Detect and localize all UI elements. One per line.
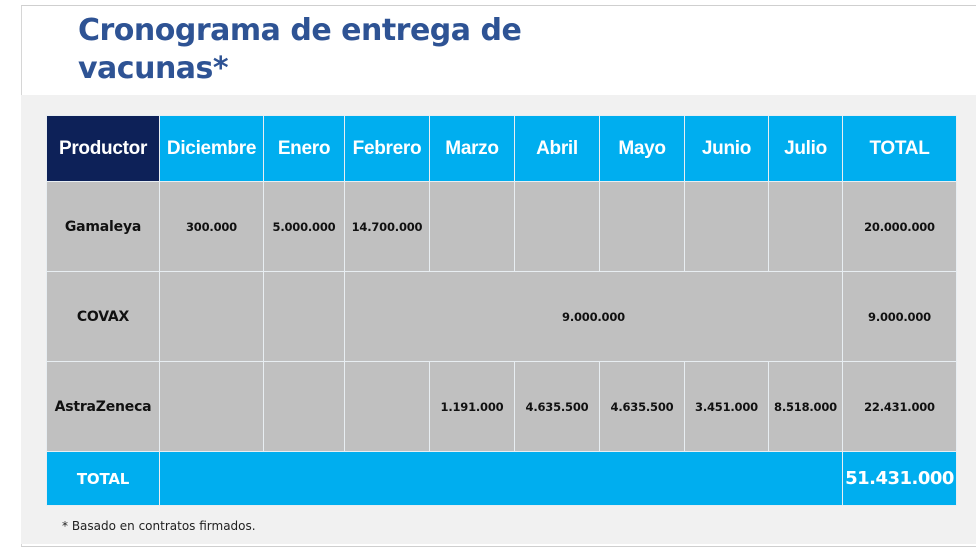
total-row: TOTAL 51.431.000 <box>46 451 957 506</box>
cell-julio: 8.518.000 <box>768 361 843 452</box>
header-abril: Abril <box>514 115 600 182</box>
cell-febrero <box>344 361 430 452</box>
header-productor: Productor <box>46 115 160 182</box>
cell-mayo: 4.635.500 <box>599 361 685 452</box>
cell-abril: 4.635.500 <box>514 361 600 452</box>
cell-total: 22.431.000 <box>842 361 957 452</box>
cell-febrero: 14.700.000 <box>344 181 430 272</box>
cell-marzo: 1.191.000 <box>429 361 515 452</box>
cell-mayo <box>599 181 685 272</box>
header-julio: Julio <box>768 115 843 182</box>
page-title: Cronograma de entrega de vacunas* <box>78 12 522 88</box>
cell-marzo <box>429 181 515 272</box>
cell-enero <box>263 271 345 362</box>
cell-diciembre <box>159 361 264 452</box>
header-diciembre: Diciembre <box>159 115 264 182</box>
table-row-gamaleya: Gamaleya 300.000 5.000.000 14.700.000 20… <box>46 181 957 272</box>
header-enero: Enero <box>263 115 345 182</box>
cell-enero <box>263 361 345 452</box>
producer-name: Gamaleya <box>46 181 160 272</box>
header-mayo: Mayo <box>599 115 685 182</box>
footnote: * Basado en contratos firmados. <box>62 519 256 533</box>
total-spacer <box>159 451 843 506</box>
cell-febrero-julio: 9.000.000 <box>344 271 843 362</box>
producer-name: COVAX <box>46 271 160 362</box>
header-marzo: Marzo <box>429 115 515 182</box>
cell-junio: 3.451.000 <box>684 361 769 452</box>
cell-abril <box>514 181 600 272</box>
cell-enero: 5.000.000 <box>263 181 345 272</box>
page-title-text: Cronograma de entrega de vacunas* <box>78 13 522 86</box>
total-label: TOTAL <box>46 451 160 506</box>
header-row: Productor Diciembre Enero Febrero Marzo … <box>46 115 957 182</box>
header-junio: Junio <box>684 115 769 182</box>
cell-diciembre: 300.000 <box>159 181 264 272</box>
header-total: TOTAL <box>842 115 957 182</box>
header-febrero: Febrero <box>344 115 430 182</box>
cell-julio <box>768 181 843 272</box>
cell-diciembre <box>159 271 264 362</box>
vaccine-delivery-table: Productor Diciembre Enero Febrero Marzo … <box>46 115 957 506</box>
total-value: 51.431.000 <box>842 451 957 506</box>
producer-name: AstraZeneca <box>46 361 160 452</box>
cell-junio <box>684 181 769 272</box>
table-row-covax: COVAX 9.000.000 9.000.000 <box>46 271 957 362</box>
table-row-astrazeneca: AstraZeneca 1.191.000 4.635.500 4.635.50… <box>46 361 957 452</box>
cell-total: 9.000.000 <box>842 271 957 362</box>
cell-total: 20.000.000 <box>842 181 957 272</box>
